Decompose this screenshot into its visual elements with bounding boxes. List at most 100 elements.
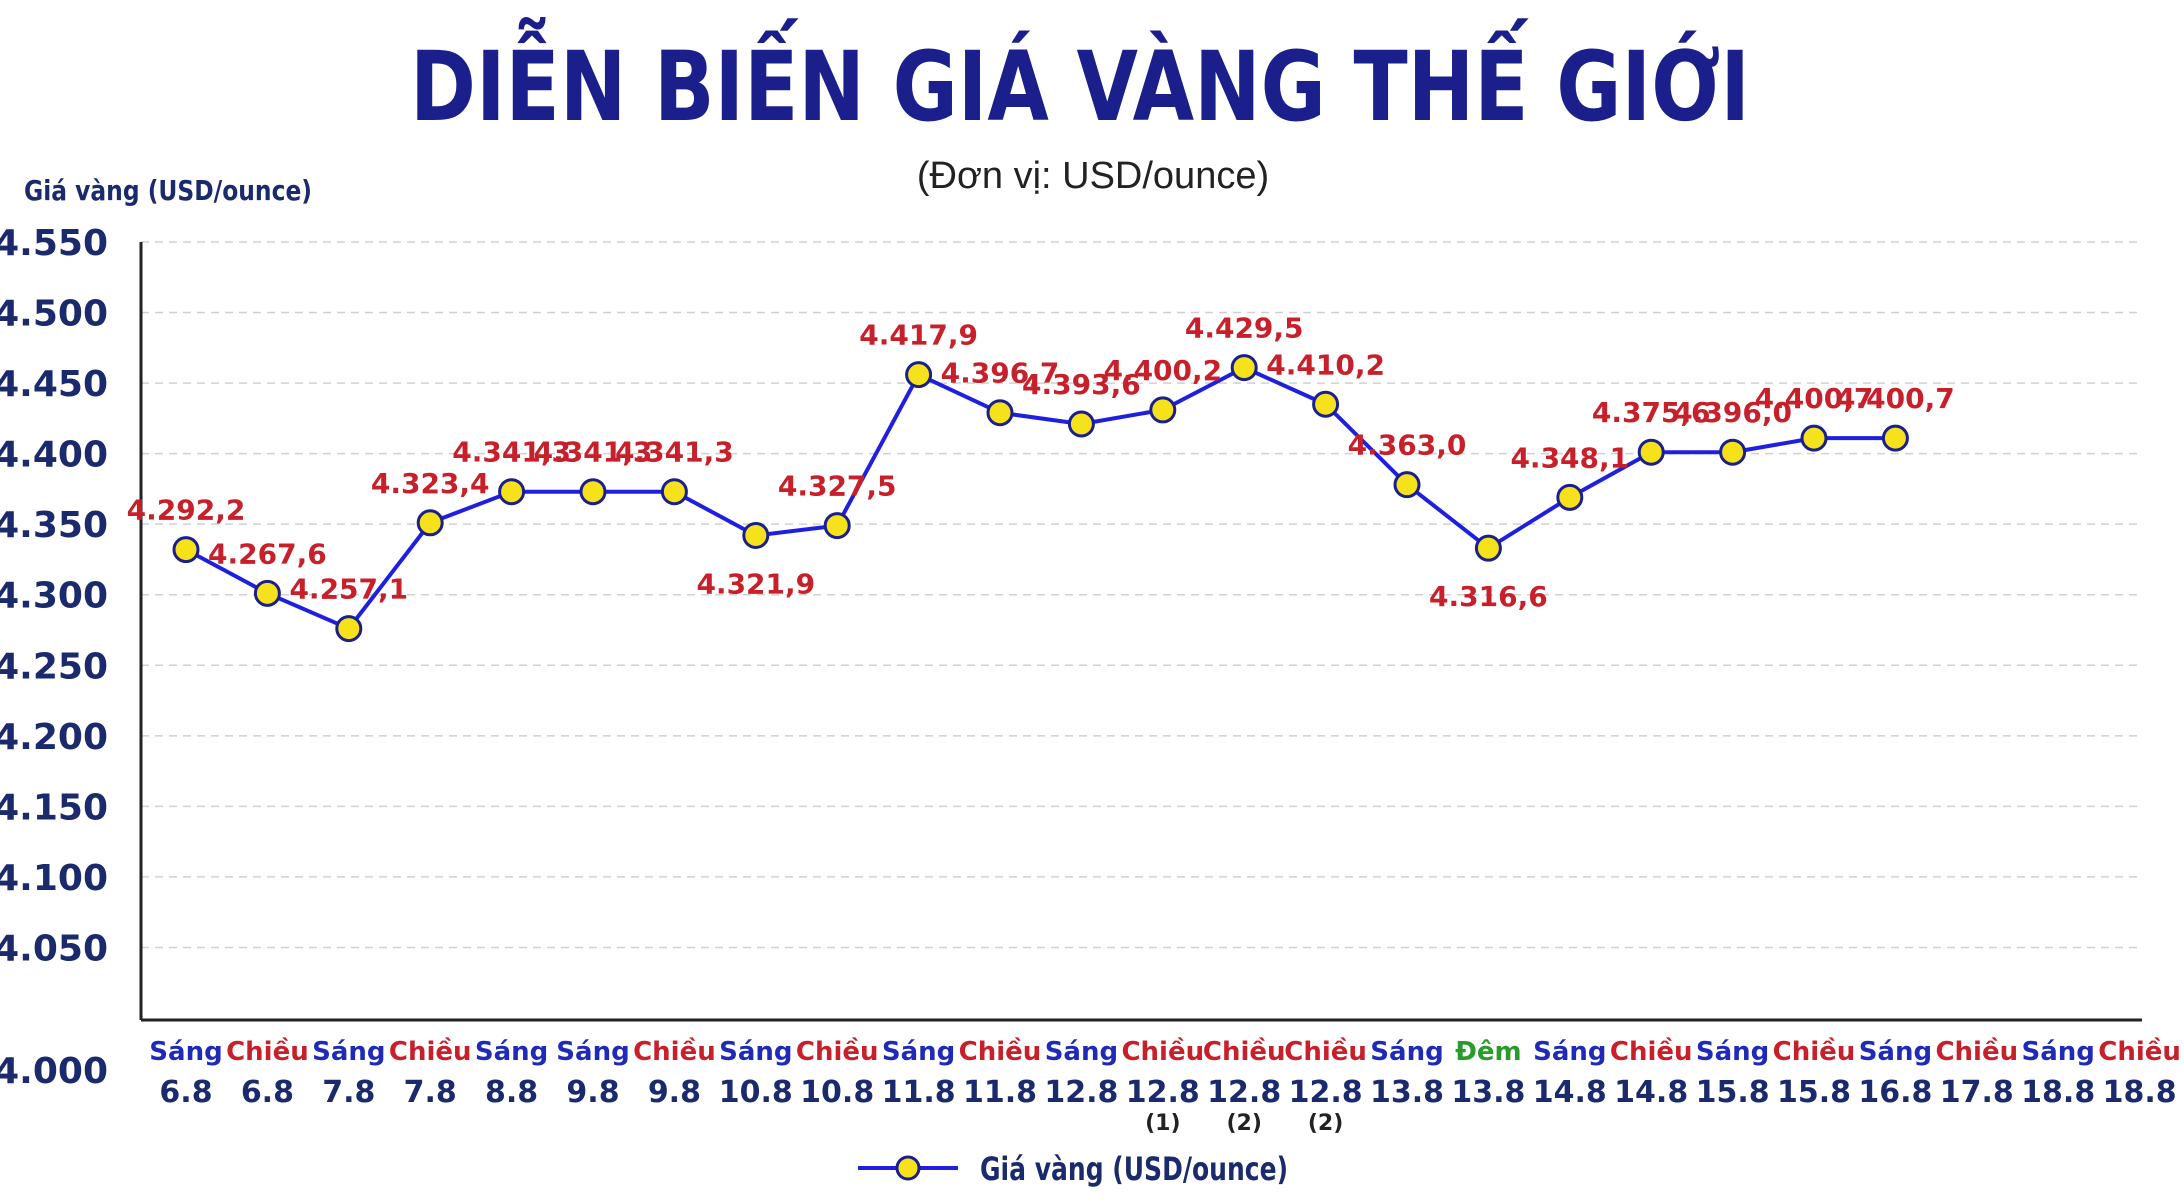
- data-point: [1393, 471, 1421, 499]
- legend-marker-swatch: [895, 1155, 921, 1181]
- data-label: 4.396,0: [1673, 396, 1792, 429]
- y-tick-label: 4.050: [0, 928, 108, 969]
- data-label: 4.341,3: [452, 436, 571, 469]
- data-point: [1556, 483, 1584, 511]
- x-tick-note: (2): [1226, 1111, 1261, 1136]
- x-tick-date: 11.8: [963, 1075, 1037, 1110]
- y-tick-label: 4.550: [0, 223, 108, 264]
- data-label: 4.410,2: [1266, 348, 1385, 381]
- x-tick-date: 16.8: [1858, 1075, 1932, 1110]
- x-tick-date: 15.8: [1777, 1075, 1851, 1110]
- x-tick-date: 11.8: [882, 1075, 956, 1110]
- data-point: [1800, 424, 1828, 452]
- data-point: [1881, 424, 1909, 452]
- x-tick-session: Sáng: [1696, 1037, 1769, 1067]
- x-tick-session: Đêm: [1455, 1037, 1522, 1067]
- x-tick-date: 18.8: [2021, 1075, 2095, 1110]
- x-tick-session: Chiều: [796, 1036, 879, 1067]
- x-tick-date: 9.8: [648, 1075, 701, 1110]
- x-tick-session: Chiều: [1121, 1036, 1204, 1067]
- data-point: [660, 478, 688, 506]
- y-tick-label: 4.500: [0, 294, 108, 335]
- x-tick-date: 18.8: [2103, 1075, 2177, 1110]
- data-point: [1474, 534, 1502, 562]
- legend-label: Giá vàng (USD/ounce): [980, 1150, 1288, 1188]
- x-tick-date: 8.8: [485, 1075, 538, 1110]
- data-label: 4.400,7: [1836, 382, 1955, 415]
- data-label: 4.400,2: [1103, 354, 1222, 387]
- data-label: 4.363,0: [1348, 429, 1467, 462]
- x-tick-session: Sáng: [556, 1037, 629, 1067]
- x-tick-date: 15.8: [1696, 1075, 1770, 1110]
- x-tick-session: Sáng: [1533, 1037, 1606, 1067]
- x-tick-session: Sáng: [312, 1037, 385, 1067]
- x-tick-session: Chiều: [2098, 1036, 2181, 1067]
- x-tick-note: (1): [1145, 1111, 1180, 1136]
- data-point: [905, 361, 933, 389]
- data-label: 4.267,6: [208, 537, 327, 570]
- data-point: [1637, 438, 1665, 466]
- x-tick-date: 14.8: [1614, 1075, 1688, 1110]
- y-tick-label: 4.100: [0, 858, 108, 899]
- x-tick-date: 12.8: [1289, 1075, 1363, 1110]
- data-point: [1719, 438, 1747, 466]
- y-tick-label: 4.200: [0, 717, 108, 758]
- data-point: [172, 536, 200, 564]
- x-tick-date: 6.8: [241, 1075, 294, 1110]
- data-label: 4.375,6: [1592, 396, 1711, 429]
- data-label: 4.292,2: [127, 494, 246, 527]
- x-tick-session: Sáng: [475, 1037, 548, 1067]
- y-axis-label: Giá vàng (USD/ounce): [24, 174, 312, 207]
- x-tick-labels: Sáng 6.8 Chiều 6.8 Sáng 7.8 Chiều 7.8 Sáng 8.8 Sán…: [149, 1036, 2181, 1136]
- data-label: 4.393,6: [1022, 368, 1141, 401]
- x-tick-session: Sáng: [2021, 1037, 2094, 1067]
- data-label: 4.341,3: [615, 436, 734, 469]
- x-tick-session: Chiều: [1203, 1036, 1286, 1067]
- gridlines: [141, 241, 2142, 949]
- x-tick-date: 12.8: [1044, 1075, 1118, 1110]
- data-label: 4.400,7: [1755, 382, 1874, 415]
- data-label: 4.321,9: [696, 567, 815, 600]
- data-point: [498, 478, 526, 506]
- data-point: [1312, 390, 1340, 418]
- y-tick-label: 4.450: [0, 364, 108, 405]
- data-point: [823, 512, 851, 540]
- x-tick-session: Sáng: [882, 1037, 955, 1067]
- data-label: 4.429,5: [1185, 312, 1304, 345]
- data-point: [253, 579, 281, 607]
- x-tick-date: 17.8: [1940, 1075, 2014, 1110]
- x-tick-date: 12.8: [1126, 1075, 1200, 1110]
- data-point: [986, 399, 1014, 427]
- x-tick-date: 7.8: [404, 1075, 457, 1110]
- x-tick-date: 10.8: [719, 1075, 793, 1110]
- x-tick-session: Chiều: [1610, 1036, 1693, 1067]
- x-tick-date: 12.8: [1207, 1075, 1281, 1110]
- data-label: 4.348,1: [1510, 441, 1629, 474]
- y-tick-label: 4.150: [0, 787, 108, 828]
- x-tick-session: Sáng: [1859, 1037, 1932, 1067]
- x-tick-date: 10.8: [800, 1075, 874, 1110]
- data-point: [1149, 396, 1177, 424]
- x-tick-date: 6.8: [159, 1075, 212, 1110]
- y-tick-label: 4.250: [0, 646, 108, 687]
- data-label: 4.323,4: [371, 467, 490, 500]
- data-label: 4.257,1: [289, 573, 408, 606]
- chart-title: DIỄN BIẾN GIÁ VÀNG THẾ GIỚI: [410, 17, 1750, 143]
- data-point: [1067, 410, 1095, 438]
- y-tick-labels: 4.550 4.500 4.450 4.400 4.350 4.300 4.250 4.200…: [0, 223, 108, 1092]
- data-point: [1230, 354, 1258, 382]
- legend: Giá vàng (USD/ounce): [858, 1150, 1288, 1188]
- data-label: 4.327,5: [778, 470, 897, 503]
- x-tick-session: Sáng: [149, 1037, 222, 1067]
- x-tick-session: Chiều: [1773, 1036, 1856, 1067]
- x-tick-session: Sáng: [719, 1037, 792, 1067]
- series-gia-vang: [172, 354, 1909, 643]
- y-tick-label: 4.350: [0, 505, 108, 546]
- y-tick-label: 4.400: [0, 435, 108, 476]
- x-tick-session: Chiều: [1935, 1036, 2018, 1067]
- x-tick-session: Chiều: [389, 1036, 472, 1067]
- x-tick-session: Sáng: [1045, 1037, 1118, 1067]
- y-tick-label: 4.000: [0, 1051, 108, 1092]
- x-tick-date: 13.8: [1370, 1075, 1444, 1110]
